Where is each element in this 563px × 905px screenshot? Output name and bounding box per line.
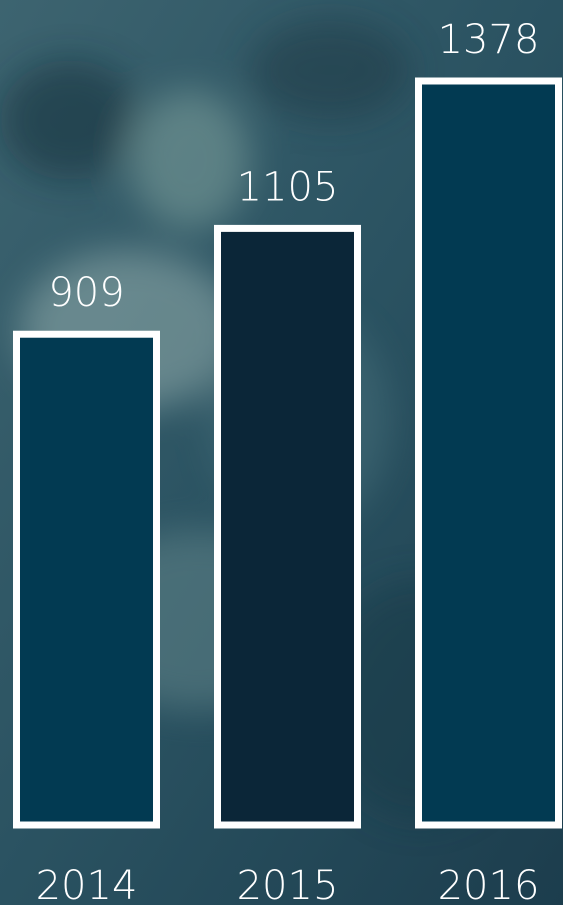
value-label: 909 bbox=[48, 270, 124, 316]
page: 90920141105201513782016 (() => { const d… bbox=[0, 0, 563, 905]
bar bbox=[218, 228, 358, 825]
value-label: 1378 bbox=[438, 17, 540, 63]
x-tick-label: 2014 bbox=[36, 863, 138, 905]
x-tick-label: 2016 bbox=[438, 863, 540, 905]
chart: 909 2014 1105 2015 1378 2016 bbox=[0, 0, 563, 905]
value-label: 1105 bbox=[237, 164, 339, 210]
bar bbox=[17, 334, 157, 825]
x-tick-label: 2015 bbox=[237, 863, 339, 905]
bar bbox=[419, 81, 559, 825]
